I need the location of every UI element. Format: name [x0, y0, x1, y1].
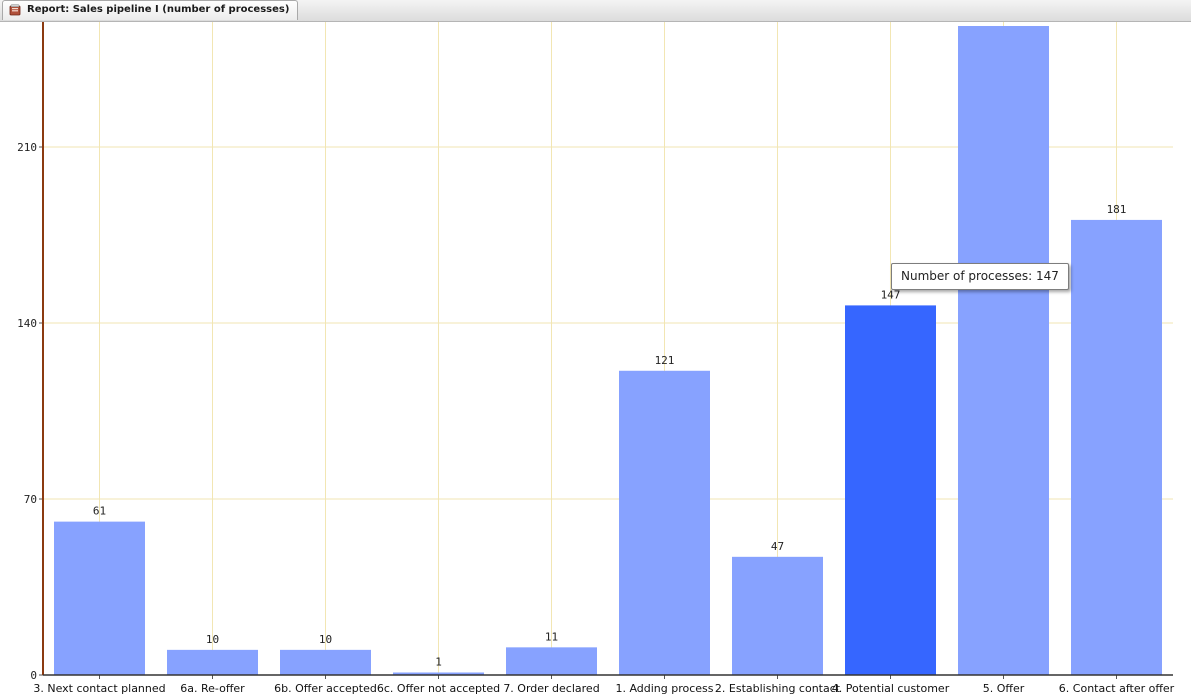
- bar[interactable]: [393, 672, 484, 675]
- data-label: 147: [881, 288, 901, 301]
- report-tab-title: Report: Sales pipeline I (number of proc…: [27, 4, 290, 15]
- report-icon: [9, 4, 21, 16]
- x-tick-label: 6c. Offer not accepted: [377, 682, 500, 695]
- data-label: 10: [319, 633, 332, 646]
- bar[interactable]: [619, 370, 710, 675]
- x-tick-label: 6b. Offer accepted: [274, 682, 377, 695]
- data-label: 121: [655, 354, 675, 367]
- x-tick-label: 1. Adding process: [615, 682, 713, 695]
- x-tick-label: 7. Order declared: [503, 682, 599, 695]
- bar[interactable]: [958, 26, 1049, 675]
- data-label: 181: [1107, 203, 1127, 216]
- axes: 0 70 140 210 3. Next contact planned 6a. Re-o…: [17, 22, 1175, 695]
- y-tick-label: 140: [17, 317, 37, 330]
- bar-tooltip: Number of processes: 147: [891, 263, 1069, 290]
- x-tick-label: 2. Establishing contact: [715, 682, 841, 695]
- bar[interactable]: [167, 649, 258, 675]
- data-label: 10: [206, 633, 219, 646]
- data-label: 11: [545, 630, 558, 643]
- data-label: 1: [435, 655, 442, 668]
- bar[interactable]: [280, 649, 371, 675]
- report-tab[interactable]: Report: Sales pipeline I (number of proc…: [2, 0, 299, 20]
- x-tick-label: 6. Contact after offer: [1059, 682, 1175, 695]
- bar[interactable]: [845, 305, 936, 675]
- x-tick-label: 6a. Re-offer: [180, 682, 245, 695]
- bar[interactable]: [506, 647, 597, 675]
- y-tick-label: 210: [17, 141, 37, 154]
- bars: [54, 26, 1162, 675]
- tooltip-text: Number of processes: 147: [901, 269, 1059, 283]
- bar[interactable]: [1071, 219, 1162, 675]
- x-tick-label: 5. Offer: [983, 682, 1025, 695]
- x-tick-label: 4. Potential customer: [832, 682, 950, 695]
- data-label: 47: [771, 540, 784, 553]
- window-titlebar: Report: Sales pipeline I (number of proc…: [0, 0, 1191, 22]
- data-label: 61: [93, 505, 106, 518]
- x-tick-label: 3. Next contact planned: [33, 682, 165, 695]
- y-tick-label: 0: [30, 669, 37, 682]
- y-tick-label: 70: [24, 493, 37, 506]
- bar[interactable]: [732, 556, 823, 675]
- bar[interactable]: [54, 521, 145, 675]
